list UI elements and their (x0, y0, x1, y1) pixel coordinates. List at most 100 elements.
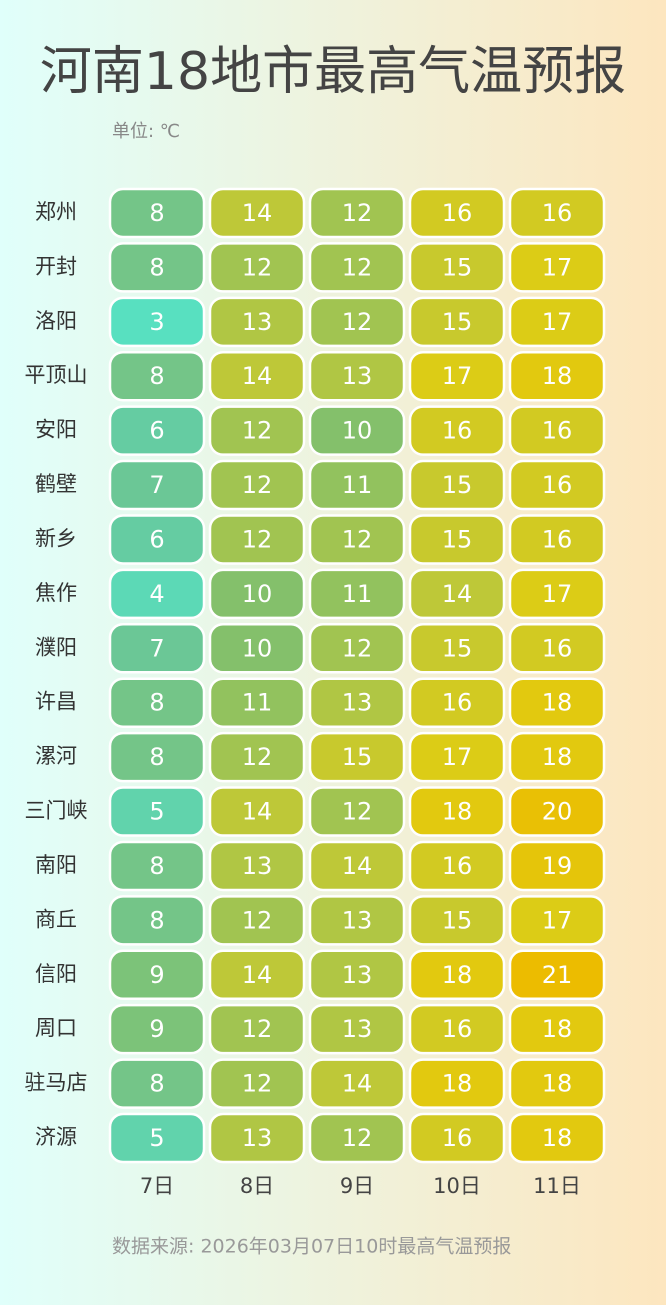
cell-label: 15 (442, 471, 473, 499)
cell (508, 459, 606, 511)
cell-label: 16 (442, 417, 473, 445)
subtitle: 单位: ℃ (112, 121, 180, 142)
cell (108, 459, 206, 511)
cell-label: 21 (542, 961, 573, 989)
cell (408, 350, 506, 402)
cell (408, 1058, 506, 1109)
cell-label: 12 (342, 798, 373, 826)
cell (408, 514, 506, 565)
cell-label: 10 (242, 634, 273, 662)
cell (108, 1003, 206, 1055)
cell (108, 296, 206, 348)
cell-label: 6 (149, 525, 164, 553)
cell (208, 350, 306, 402)
cell (508, 623, 606, 674)
cell (408, 1112, 506, 1164)
cell (308, 731, 406, 783)
cell (408, 242, 506, 293)
cell-label: 13 (342, 362, 373, 390)
cell (408, 623, 506, 674)
cell (208, 623, 306, 674)
cell (508, 731, 606, 783)
row-label: 新乡 (35, 526, 77, 550)
cell (208, 568, 306, 620)
row-label: 南阳 (35, 853, 77, 877)
cell (308, 677, 406, 728)
cell (208, 1058, 306, 1109)
cell-label: 6 (149, 417, 164, 445)
cell (508, 568, 606, 620)
cell (208, 514, 306, 565)
cell-label: 13 (242, 852, 273, 880)
cell-label: 8 (149, 906, 164, 934)
cell (208, 840, 306, 892)
cell-label: 15 (442, 253, 473, 281)
cell (308, 296, 406, 348)
cell (108, 187, 206, 239)
cell-label: 17 (542, 253, 573, 281)
cell-label: 16 (542, 634, 573, 662)
cell (308, 187, 406, 239)
column-label: 9日 (340, 1174, 374, 1198)
cell-label: 17 (442, 362, 473, 390)
cell-label: 13 (242, 1124, 273, 1152)
cell (408, 296, 506, 348)
cell (108, 895, 206, 946)
cell-label: 7 (149, 471, 164, 499)
cell-label: 14 (242, 798, 273, 826)
cell-label: 16 (442, 852, 473, 880)
cell (108, 731, 206, 783)
cell-label: 5 (149, 1124, 164, 1152)
column-label: 10日 (433, 1174, 481, 1198)
cell-label: 17 (542, 308, 573, 336)
cell (108, 840, 206, 892)
cell (208, 405, 306, 456)
cell-label: 13 (242, 308, 273, 336)
cell (208, 786, 306, 837)
row-label: 济源 (35, 1125, 77, 1149)
cell-label: 8 (149, 253, 164, 281)
cell-label: 14 (342, 852, 373, 880)
cell (208, 1003, 306, 1055)
cell-label: 8 (149, 362, 164, 390)
cell (408, 459, 506, 511)
cell-label: 12 (242, 471, 273, 499)
row-label: 信阳 (35, 962, 77, 986)
cell-label: 15 (342, 743, 373, 771)
cell-label: 11 (242, 689, 273, 717)
cell (108, 786, 206, 837)
cell (108, 350, 206, 402)
cell (408, 1003, 506, 1055)
cell-label: 10 (242, 580, 273, 608)
source: 数据来源: 2026年03月07日10时最高气温预报 (112, 1236, 511, 1258)
cell-label: 16 (442, 199, 473, 227)
cell (408, 405, 506, 456)
cell-label: 20 (542, 798, 573, 826)
cell-label: 15 (442, 634, 473, 662)
row-label: 鹤壁 (35, 472, 77, 496)
cell-label: 8 (149, 852, 164, 880)
cell-label: 12 (342, 199, 373, 227)
cell-label: 18 (542, 1070, 573, 1098)
cell (308, 459, 406, 511)
cell (508, 242, 606, 293)
cell (108, 949, 206, 1001)
column-label: 11日 (533, 1174, 581, 1198)
cell (308, 405, 406, 456)
cell (508, 677, 606, 728)
cell-label: 14 (342, 1070, 373, 1098)
cell-label: 16 (442, 1015, 473, 1043)
cell (508, 350, 606, 402)
cell-label: 9 (149, 1015, 164, 1043)
cell (308, 840, 406, 892)
cell (208, 677, 306, 728)
cell-label: 17 (442, 743, 473, 771)
cell (508, 895, 606, 946)
cell-label: 18 (542, 1015, 573, 1043)
cell-label: 18 (442, 1070, 473, 1098)
cell-label: 11 (342, 580, 373, 608)
cell (408, 786, 506, 837)
cell-label: 16 (542, 417, 573, 445)
cell (108, 1058, 206, 1109)
cell (108, 405, 206, 456)
